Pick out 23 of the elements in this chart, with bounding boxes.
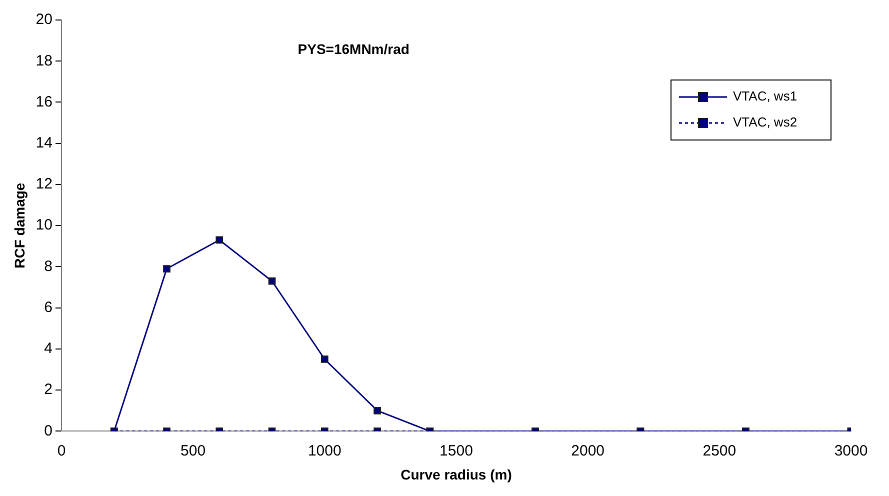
legend-label: VTAC, ws2 (733, 114, 798, 130)
y-tick-label: 18 (36, 52, 52, 70)
x-axis-title: Curve radius (m) (400, 466, 512, 482)
x-tick-label: 1000 (308, 442, 342, 460)
x-tick-label: 1500 (440, 442, 473, 460)
y-tick-label: 8 (44, 258, 52, 275)
y-tick-label: 0 (44, 422, 52, 440)
y-tick-label: 12 (36, 176, 52, 193)
text: PYS=16MNm/rad (298, 41, 410, 57)
y-tick-label: 2 (44, 381, 52, 398)
y-tick-label: 4 (44, 340, 52, 358)
x-tick-label: 2000 (571, 442, 605, 460)
y-tick-label: 14 (36, 134, 52, 152)
x-tick-label: 0 (57, 442, 66, 460)
y-tick-label: 16 (36, 93, 52, 110)
y-axis-title: RCF damage (11, 182, 28, 268)
x-tick-label: 500 (180, 442, 206, 460)
y-tick-label: 10 (36, 216, 52, 234)
y-tick-label: 20 (36, 11, 52, 28)
x-tick-label: 2500 (702, 442, 736, 460)
x-tick-label: 3000 (834, 442, 868, 460)
y-tick-label: 6 (44, 298, 52, 316)
legend-label: VTAC, ws1 (733, 88, 798, 104)
